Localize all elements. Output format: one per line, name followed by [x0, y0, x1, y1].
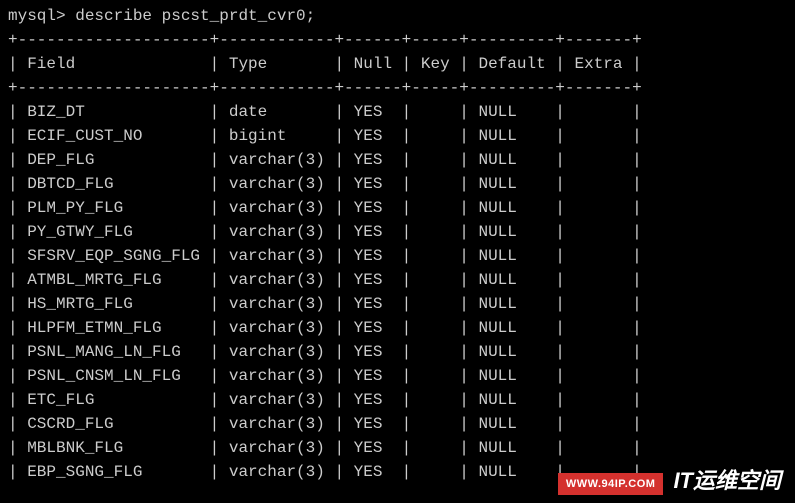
- table-row: | ECIF_CUST_NO | bigint | YES | | NULL |…: [8, 124, 787, 148]
- mysql-prompt: mysql> describe pscst_prdt_cvr0;: [8, 4, 787, 28]
- table-row: | BIZ_DT | date | YES | | NULL | |: [8, 100, 787, 124]
- table-row: | DBTCD_FLG | varchar(3) | YES | | NULL …: [8, 172, 787, 196]
- watermark-url: WWW.94IP.COM: [558, 473, 664, 496]
- table-body: | BIZ_DT | date | YES | | NULL | || ECIF…: [8, 100, 787, 484]
- table-row: | CSCRD_FLG | varchar(3) | YES | | NULL …: [8, 412, 787, 436]
- table-border-mid: +--------------------+------------+-----…: [8, 76, 787, 100]
- table-row: | PY_GTWY_FLG | varchar(3) | YES | | NUL…: [8, 220, 787, 244]
- table-row: | PSNL_MANG_LN_FLG | varchar(3) | YES | …: [8, 340, 787, 364]
- table-border-top: +--------------------+------------+-----…: [8, 28, 787, 52]
- table-row: | MBLBNK_FLG | varchar(3) | YES | | NULL…: [8, 436, 787, 460]
- table-row: | ETC_FLG | varchar(3) | YES | | NULL | …: [8, 388, 787, 412]
- table-row: | DEP_FLG | varchar(3) | YES | | NULL | …: [8, 148, 787, 172]
- terminal-output: mysql> describe pscst_prdt_cvr0; +------…: [8, 4, 787, 484]
- table-row: | PLM_PY_FLG | varchar(3) | YES | | NULL…: [8, 196, 787, 220]
- table-row: | HS_MRTG_FLG | varchar(3) | YES | | NUL…: [8, 292, 787, 316]
- table-header-row: | Field | Type | Null | Key | Default | …: [8, 52, 787, 76]
- watermark-title: IT运维空间: [667, 467, 787, 495]
- table-row: | PSNL_CNSM_LN_FLG | varchar(3) | YES | …: [8, 364, 787, 388]
- table-row: | SFSRV_EQP_SGNG_FLG | varchar(3) | YES …: [8, 244, 787, 268]
- watermark: WWW.94IP.COM IT运维空间: [558, 467, 787, 495]
- table-row: | ATMBL_MRTG_FLG | varchar(3) | YES | | …: [8, 268, 787, 292]
- table-row: | HLPFM_ETMN_FLG | varchar(3) | YES | | …: [8, 316, 787, 340]
